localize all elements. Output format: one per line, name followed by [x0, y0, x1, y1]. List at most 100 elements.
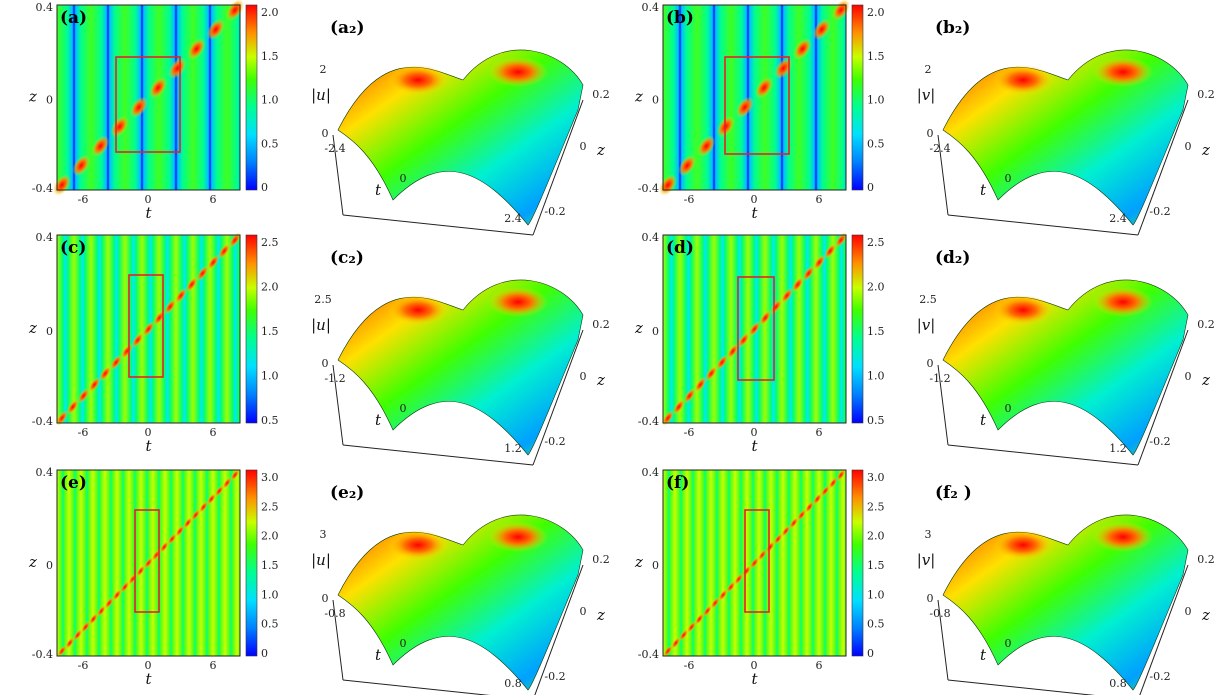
t-tick-label: 0.8 [1109, 677, 1127, 690]
colorbar-tick-label: 2.0 [867, 530, 885, 543]
colorbar [245, 234, 258, 424]
x-tick-label: -6 [684, 426, 695, 439]
t-axis-label: t [375, 411, 382, 429]
colorbar-tick-label: 1.0 [261, 588, 279, 601]
density-frame [662, 469, 847, 657]
z-direction-axis-label: z [596, 141, 605, 159]
soliton-peak [734, 573, 744, 585]
soliton-peak [218, 243, 231, 259]
z-direction-tick-label: -0.2 [544, 205, 565, 218]
soliton-peak [710, 597, 720, 609]
panel-label: (e₂) [330, 483, 364, 503]
soliton-peak [694, 376, 707, 393]
y-axis-label: z [28, 553, 37, 571]
z-direction-axis-label: z [1201, 371, 1210, 389]
colorbar-tick-label: 2.5 [261, 500, 279, 513]
soliton-peak [796, 509, 807, 521]
soliton-peak [749, 557, 760, 569]
colorbar-tick-label: 2.5 [261, 236, 279, 249]
colorbar [851, 469, 864, 657]
soliton-peak [88, 613, 99, 625]
axis-line [1137, 329, 1189, 466]
soliton-peak [759, 310, 772, 326]
soliton-peak [164, 299, 177, 315]
colorbar-tick-label: 2.5 [867, 236, 885, 249]
z-tick-label: 0 [322, 592, 329, 605]
surface-peak [388, 65, 448, 95]
soliton-peak [88, 376, 101, 393]
soliton-peak [55, 410, 69, 426]
soliton-peak [836, 469, 846, 481]
x-tick-label: 6 [816, 426, 823, 439]
axis-line [342, 214, 534, 236]
panel-label: (c₂) [330, 248, 364, 268]
z-axis-label: |v| [917, 86, 936, 104]
z-tick-label: 3 [320, 528, 327, 541]
z-direction-axis-label: z [596, 606, 605, 624]
x-tick-label: -6 [78, 426, 89, 439]
density-plot [56, 469, 241, 657]
colorbar-tick-label: 0.5 [261, 137, 279, 150]
surface-peak [1093, 57, 1153, 87]
soliton-peak [196, 265, 209, 282]
x-axis-label: t [751, 437, 758, 455]
colorbar-tick-label: 2.0 [867, 6, 885, 19]
surface-peak [488, 287, 548, 317]
t-axis-label: t [375, 181, 382, 199]
colorbar-tick-label: 0.5 [261, 618, 279, 631]
soliton-peak [96, 605, 107, 617]
x-tick-label: 0 [751, 659, 758, 672]
x-tick-label: -6 [78, 193, 89, 206]
t-tick-label: -0.8 [929, 607, 950, 620]
z-axis-label: |v| [917, 551, 936, 569]
y-tick-label: 0.4 [642, 466, 660, 479]
z-axis-label: |u| [311, 86, 331, 104]
colorbar-tick-label: 1.0 [867, 588, 885, 601]
soliton-peak [72, 154, 91, 177]
t-tick-label: 0 [400, 402, 407, 415]
panel-label: (e) [60, 473, 87, 493]
colorbar-tick-label: 0 [261, 647, 268, 660]
soliton-peak [65, 637, 75, 649]
colorbar-tick-label: 0.5 [867, 618, 885, 631]
soliton-peak [110, 116, 129, 138]
axis-line [947, 679, 1096, 695]
soliton-peak [804, 501, 815, 513]
soliton-peak [120, 581, 130, 593]
t-axis-label: t [375, 646, 382, 664]
panel-c: (c) 0.4 0 -0.4 -6 0 6 z t 2.5 2.0 1.5 1.0 0.5 (c₂) |u| 2… [28, 231, 610, 466]
soliton-peak [159, 541, 169, 553]
panel-a: (a) 0.4 0 -0.4 -6 0 6 z t 2.0 1.5 1.0 0.5 0 (a₂) |u| 2 0 -… [28, 0, 610, 236]
density-frame [662, 234, 847, 424]
t-axis-label: t [980, 646, 987, 664]
colorbar-tick-label: 0 [867, 647, 874, 660]
axis-line [332, 599, 344, 681]
axis-line [937, 364, 949, 446]
colorbar-tick-label: 2.5 [867, 500, 885, 513]
density-frame [662, 4, 847, 191]
colorbar-tick-label: 3.0 [261, 471, 279, 484]
z-direction-axis-label: z [1201, 141, 1210, 159]
t-tick-label: 0 [1005, 637, 1012, 650]
colorbar [851, 234, 864, 424]
y-tick-label: 0.4 [36, 1, 54, 14]
soliton-peak [812, 18, 831, 41]
y-tick-label: -0.4 [638, 648, 659, 661]
z-axis-label: |v| [917, 316, 936, 334]
axis-line [532, 329, 584, 466]
soliton-peak [757, 549, 768, 561]
soliton-peak [135, 565, 146, 577]
soliton-peak [183, 517, 193, 529]
surface-peak [488, 522, 548, 552]
t-axis-label: t [980, 181, 987, 199]
axis-line [947, 444, 1139, 466]
highlight-box [724, 56, 790, 155]
surface-peak [993, 65, 1053, 95]
x-tick-label: 6 [210, 193, 217, 206]
axis-line [342, 679, 491, 695]
soliton-peak [755, 77, 774, 99]
axis-line [947, 214, 1139, 236]
soliton-peak [824, 243, 837, 259]
soliton-peak [780, 287, 794, 304]
axis-line [937, 134, 949, 216]
